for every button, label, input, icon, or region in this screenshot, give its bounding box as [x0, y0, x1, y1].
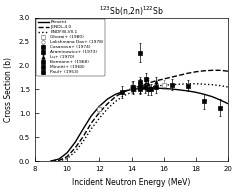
Present: [170, 88, 173, 90]
Present: [203, 93, 206, 96]
X-axis label: Incident Neutron Energy (MeV): Incident Neutron Energy (MeV): [73, 178, 191, 187]
Present: [138, 87, 141, 90]
Present: [114, 93, 117, 96]
ENDF/B-VII.1: [211, 83, 214, 86]
ENDF/B-VII.1: [98, 117, 101, 119]
Present: [50, 160, 52, 162]
JENDL-4.0: [187, 72, 190, 74]
ENDF/B-VII.1: [90, 128, 93, 130]
ENDF/B-VII.1: [146, 87, 149, 89]
JENDL-4.0: [154, 80, 157, 82]
ENDF/B-VII.1: [170, 83, 173, 86]
Line: ENDF/B-VII.1: ENDF/B-VII.1: [51, 84, 228, 161]
JENDL-4.0: [195, 71, 198, 73]
Present: [154, 87, 157, 89]
Line: JENDL-4.0: JENDL-4.0: [51, 70, 228, 161]
Present: [179, 89, 182, 91]
Present: [122, 90, 125, 93]
ENDF/B-VII.1: [50, 160, 52, 163]
JENDL-4.0: [130, 87, 133, 90]
Present: [187, 90, 190, 92]
JENDL-4.0: [82, 135, 85, 138]
ENDF/B-VII.1: [187, 83, 190, 85]
ENDF/B-VII.1: [66, 157, 68, 160]
Present: [106, 98, 109, 100]
Legend: Present, JENDL-4.0, ENDF/B-VII.1, Ghorai+ (1980), Lakshmana Das+ (1978), Casanov: Present, JENDL-4.0, ENDF/B-VII.1, Ghorai…: [36, 19, 105, 76]
ENDF/B-VII.1: [130, 91, 133, 94]
JENDL-4.0: [66, 155, 68, 158]
JENDL-4.0: [146, 82, 149, 84]
ENDF/B-VII.1: [82, 140, 85, 142]
Y-axis label: Cross Section (b): Cross Section (b): [4, 57, 13, 122]
JENDL-4.0: [58, 159, 60, 162]
JENDL-4.0: [122, 91, 125, 93]
Present: [74, 141, 77, 143]
JENDL-4.0: [74, 147, 77, 149]
JENDL-4.0: [219, 69, 222, 71]
JENDL-4.0: [106, 103, 109, 105]
ENDF/B-VII.1: [219, 84, 222, 87]
Present: [82, 128, 85, 130]
ENDF/B-VII.1: [195, 83, 198, 85]
JENDL-4.0: [98, 111, 101, 114]
ENDF/B-VII.1: [162, 84, 165, 86]
ENDF/B-VII.1: [58, 160, 60, 162]
JENDL-4.0: [203, 70, 206, 72]
ENDF/B-VII.1: [203, 83, 206, 85]
Present: [219, 99, 222, 101]
Present: [66, 152, 68, 154]
Present: [130, 88, 133, 91]
JENDL-4.0: [114, 96, 117, 98]
Present: [146, 87, 149, 89]
JENDL-4.0: [179, 74, 182, 76]
Present: [58, 158, 60, 160]
ENDF/B-VII.1: [74, 151, 77, 153]
ENDF/B-VII.1: [179, 83, 182, 85]
ENDF/B-VII.1: [138, 88, 141, 91]
Present: [90, 115, 93, 117]
JENDL-4.0: [227, 70, 230, 72]
JENDL-4.0: [211, 69, 214, 71]
JENDL-4.0: [170, 76, 173, 78]
Present: [162, 87, 165, 90]
JENDL-4.0: [162, 78, 165, 80]
Present: [211, 96, 214, 98]
Present: [195, 91, 198, 94]
Title: $^{123}$Sb(n,2n)$^{122}$Sb: $^{123}$Sb(n,2n)$^{122}$Sb: [99, 4, 164, 18]
JENDL-4.0: [90, 122, 93, 124]
ENDF/B-VII.1: [114, 100, 117, 103]
ENDF/B-VII.1: [122, 95, 125, 97]
Present: [227, 103, 230, 105]
Line: Present: Present: [51, 88, 228, 161]
ENDF/B-VII.1: [106, 108, 109, 110]
JENDL-4.0: [138, 85, 141, 87]
JENDL-4.0: [50, 160, 52, 163]
Present: [98, 105, 101, 107]
ENDF/B-VII.1: [227, 86, 230, 88]
ENDF/B-VII.1: [154, 85, 157, 87]
